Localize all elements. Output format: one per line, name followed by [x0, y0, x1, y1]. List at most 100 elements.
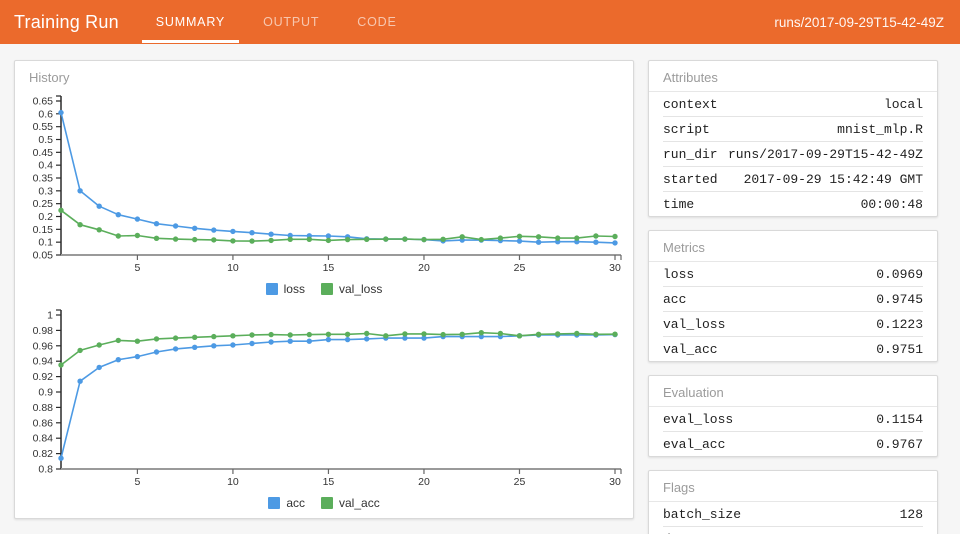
data-point-loss: [134, 216, 141, 222]
svg-text:20: 20: [418, 476, 430, 488]
data-point-val_loss: [211, 237, 217, 243]
svg-text:0.94: 0.94: [33, 356, 54, 368]
svg-text:0.98: 0.98: [33, 325, 54, 337]
flags-row-dropout1: dropout1 0.4: [663, 527, 923, 534]
metrics-row-val_loss: val_loss 0.1223: [663, 312, 923, 337]
data-point-loss: [211, 227, 217, 233]
attributes-row-time: time 00:00:48: [663, 192, 923, 216]
data-point-val_loss: [77, 222, 83, 228]
panel-flags: Flags batch_size 128 dropout1 0.4: [648, 470, 938, 534]
metrics-rows: loss 0.0969 acc 0.9745 val_loss 0.1223 val_acc…: [649, 262, 937, 361]
kv-key: run_dir: [663, 147, 718, 162]
legend-item-val_loss[interactable]: val_loss: [320, 282, 383, 296]
data-point-val_acc: [612, 331, 618, 337]
data-point-val_acc: [421, 331, 427, 337]
legend-item-loss[interactable]: loss: [265, 282, 305, 296]
legend-label: loss: [283, 282, 305, 296]
svg-text:0.6: 0.6: [38, 108, 53, 120]
run-summary-sidebar: Attributes context local script mnist_mlp.R r…: [648, 60, 938, 534]
kv-value: 128: [899, 507, 923, 522]
svg-text:0.5: 0.5: [38, 134, 53, 146]
data-point-val_acc: [383, 333, 389, 339]
tab-summary[interactable]: SUMMARY: [137, 0, 244, 44]
svg-text:25: 25: [514, 476, 526, 488]
data-point-loss: [192, 225, 198, 231]
flags-row-batch_size: batch_size 128: [663, 502, 923, 527]
data-point-loss: [325, 233, 332, 239]
data-point-val_loss: [364, 236, 370, 242]
attributes-row-script: script mnist_mlp.R: [663, 117, 923, 142]
data-point-val_acc: [459, 331, 465, 337]
data-point-val_loss: [192, 236, 198, 243]
data-point-val_loss: [172, 236, 179, 242]
data-point-acc: [96, 364, 102, 371]
kv-key: batch_size: [663, 507, 742, 522]
data-point-loss: [535, 239, 542, 245]
data-point-acc: [172, 346, 179, 352]
loss-history-chart: 0.050.10.150.20.250.30.350.40.450.50.550…: [33, 95, 622, 274]
app-header: Training Run SUMMARY OUTPUT CODE runs/20…: [0, 0, 960, 44]
svg-text:0.1: 0.1: [38, 237, 53, 249]
data-point-val_acc: [249, 332, 255, 338]
data-point-val_acc: [287, 332, 293, 338]
data-point-val_acc: [478, 330, 484, 336]
data-point-val_loss: [325, 237, 332, 244]
data-point-loss: [58, 109, 64, 116]
data-point-val_acc: [230, 333, 236, 339]
svg-text:15: 15: [323, 262, 335, 274]
data-point-acc: [421, 335, 427, 341]
legend-label: acc: [286, 496, 305, 510]
data-point-loss: [268, 231, 274, 237]
legend-item-val_acc[interactable]: val_acc: [321, 496, 380, 510]
tab-code[interactable]: CODE: [357, 15, 397, 29]
app-title: Training Run: [14, 11, 119, 32]
panel-attributes: Attributes context local script mnist_mlp.R r…: [648, 60, 938, 217]
attributes-row-run_dir: run_dir runs/2017-09-29T15-42-49Z: [663, 142, 923, 167]
svg-text:1: 1: [47, 310, 53, 322]
data-point-val_loss: [497, 235, 504, 241]
accuracy-chart-block: 0.8 0.82 0.84 0.86 0.88 0.9 0.92 0.94 0.96 0.98 1 5…: [15, 305, 633, 513]
data-point-acc: [249, 340, 255, 347]
svg-text:0.05: 0.05: [33, 250, 54, 262]
legend-swatch-acc: [268, 497, 281, 509]
data-point-acc: [402, 335, 408, 341]
legend-item-acc[interactable]: acc: [268, 496, 305, 510]
data-point-val_acc: [535, 331, 542, 337]
evaluation-rows: eval_loss 0.1154 eval_acc 0.9767: [649, 407, 937, 456]
history-panel: History 0.05 0.1 0.15 0.2 0.25 0.3 0.35 0.4 0.45…: [14, 60, 634, 519]
svg-text:0.45: 0.45: [33, 147, 54, 159]
tab-output[interactable]: OUTPUT: [263, 15, 320, 29]
data-point-loss: [612, 240, 618, 246]
data-point-val_acc: [211, 333, 217, 340]
run-dir-label: runs/2017-09-29T15-42-49Z: [774, 14, 944, 30]
legend-label: val_loss: [338, 282, 383, 296]
kv-value: 0.9767: [876, 437, 923, 452]
data-point-val_loss: [230, 238, 236, 244]
svg-text:0.82: 0.82: [33, 448, 54, 460]
data-point-val_loss: [134, 232, 141, 239]
svg-text:0.15: 0.15: [33, 224, 54, 236]
data-point-acc: [153, 349, 160, 355]
panel-evaluation: Evaluation eval_loss 0.1154 eval_acc 0.9767: [648, 375, 938, 457]
data-point-acc: [192, 344, 198, 350]
data-point-loss: [172, 223, 179, 229]
evaluation-row-eval_acc: eval_acc 0.9767: [663, 432, 923, 456]
metrics-row-acc: acc 0.9745: [663, 287, 923, 312]
data-point-val_loss: [555, 235, 561, 241]
data-point-acc: [287, 338, 293, 344]
data-point-acc: [77, 378, 83, 384]
data-point-val_loss: [153, 235, 160, 241]
data-point-val_loss: [268, 237, 274, 244]
data-point-loss: [593, 239, 599, 245]
data-point-loss: [516, 238, 523, 244]
svg-text:0.65: 0.65: [33, 96, 54, 108]
panel-metrics: Metrics loss 0.0969 acc 0.9745 val_loss 0.1223…: [648, 230, 938, 362]
kv-key: acc: [663, 292, 687, 307]
data-point-val_loss: [402, 236, 408, 242]
svg-text:5: 5: [134, 262, 140, 274]
data-point-val_acc: [115, 337, 122, 344]
panel-flags-title: Flags: [649, 471, 937, 502]
svg-text:5: 5: [134, 476, 140, 488]
data-point-acc: [268, 339, 274, 345]
kv-value: 0.9745: [876, 292, 923, 307]
